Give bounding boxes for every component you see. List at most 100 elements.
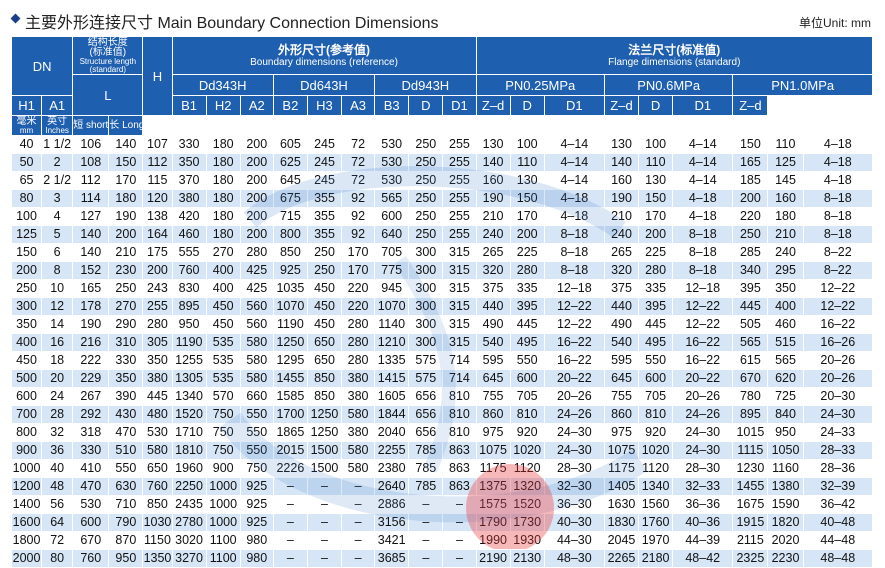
table-cell: 200: [239, 135, 274, 154]
table-cell: 280: [341, 333, 376, 352]
table-cell: 220: [341, 297, 376, 316]
table-cell: 5: [41, 225, 74, 244]
table-cell: 1844: [374, 405, 410, 424]
table-cell: 810: [442, 387, 477, 406]
table-cell: 580: [341, 441, 376, 460]
table-cell: 395: [509, 297, 545, 316]
table-cell: 16–22: [543, 351, 605, 370]
table-cell: 255: [442, 153, 477, 172]
table-cell: 350: [142, 351, 173, 370]
table-cell: 950: [108, 549, 144, 568]
table-row: 600 24 267 390 445 1340 570 660 1585 850 380 1605 65…: [10, 387, 874, 406]
table-cell: 40: [10, 135, 43, 154]
table-cell: 1250: [272, 333, 308, 352]
table-cell: 500: [10, 369, 43, 388]
table-cell: 8–18: [672, 261, 734, 280]
page-title: 主要外形连接尺寸 Main Boundary Connection Dimens…: [25, 15, 439, 32]
table-cell: 380: [341, 423, 376, 442]
table-cell: 4–18: [672, 207, 734, 226]
table-cell: 615: [732, 351, 769, 370]
table-cell: 1175: [475, 459, 511, 478]
table-cell: 410: [72, 459, 110, 478]
title-bar: 主要外形连接尺寸 Main Boundary Connection Dimens…: [0, 0, 885, 36]
table-cell: –: [272, 477, 308, 496]
table-cell: 12–22: [672, 297, 734, 316]
table-cell: 250: [306, 243, 343, 262]
table-cell: 595: [603, 351, 640, 370]
table-cell: –: [341, 513, 376, 532]
table-cell: 20–26: [672, 387, 734, 406]
table-cell: 1335: [374, 351, 410, 370]
table-cell: 445: [732, 297, 769, 316]
a3-header: A3: [341, 95, 376, 116]
table-body: 40 1 1/2 106 140 107 330 180 200 605 245 72 530 250 2…: [10, 135, 874, 568]
table-cell: –: [272, 531, 308, 550]
table-cell: 714: [442, 351, 477, 370]
table-cell: 705: [638, 387, 674, 406]
pn025-d-header: D: [408, 95, 444, 116]
table-cell: 300: [408, 243, 444, 262]
table-cell: 280: [341, 315, 376, 334]
table-cell: 8–18: [802, 189, 874, 208]
table-cell: 300: [408, 333, 444, 352]
table-cell: 200: [239, 207, 274, 226]
table-cell: 350: [10, 315, 43, 334]
table-cell: 810: [638, 405, 674, 424]
h1-header: H1: [10, 95, 43, 116]
table-cell: 80: [41, 549, 74, 568]
table-cell: 2380: [374, 459, 410, 478]
table-cell: 2250: [171, 477, 207, 496]
table-cell: 580: [341, 405, 376, 424]
table-cell: 760: [72, 549, 110, 568]
table-cell: 320: [603, 261, 640, 280]
table-cell: 1115: [732, 441, 769, 460]
table-cell: –: [272, 549, 308, 568]
table-cell: 420: [171, 207, 207, 226]
table-cell: 2226: [272, 459, 308, 478]
table-cell: 285: [732, 243, 769, 262]
table-cell: 530: [142, 423, 173, 442]
table-cell: 750: [239, 459, 274, 478]
table-cell: 40–30: [543, 513, 605, 532]
table-cell: 2015: [272, 441, 308, 460]
table-cell: 2325: [732, 549, 769, 568]
table-cell: 1605: [374, 387, 410, 406]
table-cell: 100: [638, 135, 674, 154]
table-cell: 715: [272, 207, 308, 226]
table-cell: 180: [205, 153, 241, 172]
table-cell: –: [341, 531, 376, 550]
table-cell: 1500: [306, 459, 343, 478]
table-cell: 292: [72, 405, 110, 424]
table-cell: 250: [10, 279, 43, 298]
table-cell: 1305: [171, 369, 207, 388]
table-cell: 245: [306, 153, 343, 172]
table-cell: 28–30: [543, 459, 605, 478]
table-cell: 270: [205, 243, 241, 262]
table-cell: 656: [408, 387, 444, 406]
table-cell: 1865: [272, 423, 308, 442]
table-row: 1400 56 530 710 850 2435 1000 925– – –2886– –1575 1…: [10, 495, 874, 514]
table-cell: 20–22: [672, 369, 734, 388]
table-cell: 152: [72, 261, 110, 280]
table-cell: 2180: [638, 549, 674, 568]
table-cell: 975: [603, 423, 640, 442]
table-cell: 267: [72, 387, 110, 406]
table-cell: 450: [306, 279, 343, 298]
table-cell: 595: [475, 351, 511, 370]
table-cell: 560: [239, 315, 274, 334]
table-cell: 50: [10, 153, 43, 172]
table-cell: 800: [10, 423, 43, 442]
table-cell: 12–18: [672, 279, 734, 298]
table-cell: 255: [442, 171, 477, 190]
table-cell: 785: [408, 441, 444, 460]
table-cell: 180: [108, 189, 144, 208]
table-cell: 1575: [475, 495, 511, 514]
table-cell: 8–18: [543, 261, 605, 280]
table-row: 400 16 216 310 305 1190 535 580 1250 650 280 1210 30…: [10, 333, 874, 352]
table-row: 800 32 318 470 530 1710 750 550 1865 1250 380 2040 6…: [10, 423, 874, 442]
table-cell: 160: [475, 171, 511, 190]
table-cell: 335: [638, 279, 674, 298]
table-cell: 1590: [767, 495, 804, 514]
table-cell: 920: [509, 423, 545, 442]
table-cell: 2435: [171, 495, 207, 514]
